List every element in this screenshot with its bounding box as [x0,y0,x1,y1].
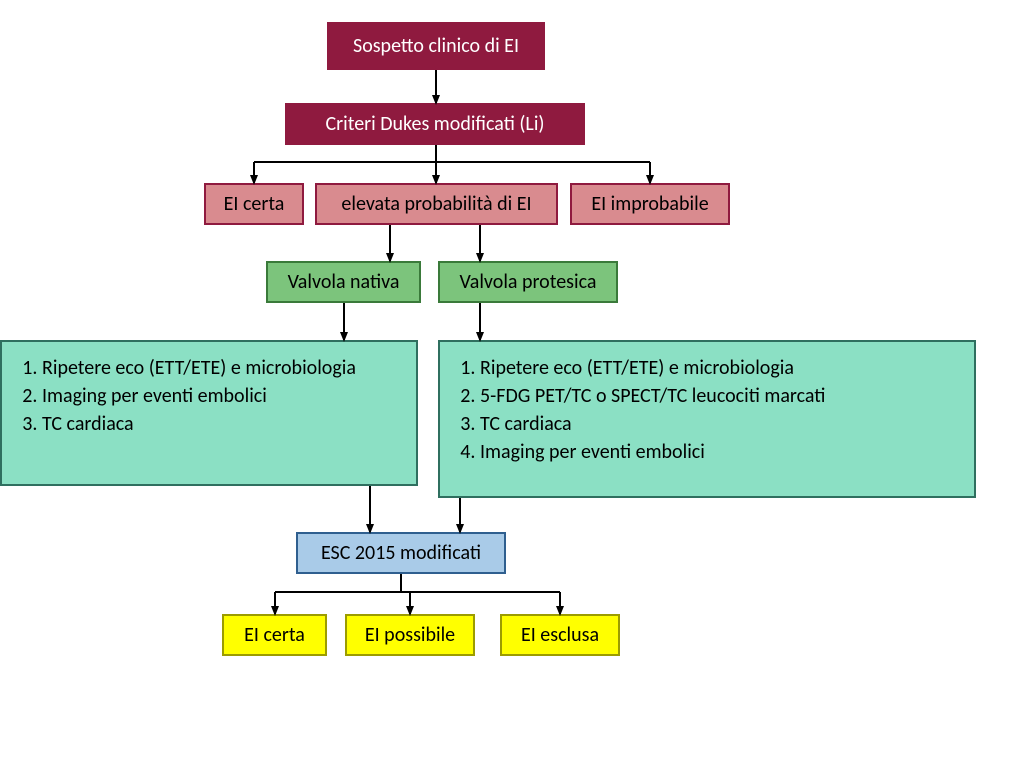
node-label: Criteri Dukes modificati (Li) [326,112,545,136]
node-ei-certa-bottom: EI certa [222,614,327,656]
node-valvola-protesica: Valvola protesica [438,261,618,303]
node-label: elevata probabilità di EI [341,192,531,216]
node-label: Valvola protesica [460,270,597,294]
node-elevata-probabilita: elevata probabilità di EI [315,183,558,225]
node-esc-2015: ESC 2015 modificati [296,532,506,574]
node-ei-esclusa: EI esclusa [500,614,620,656]
list-item: Ripetere eco (ETT/ETE) e microbiologia [480,356,964,380]
node-label: Sospetto clinico di EI [353,34,519,58]
list-item: Imaging per eventi embolici [480,440,964,464]
list-item: Ripetere eco (ETT/ETE) e microbiologia [42,356,406,380]
node-label: EI certa [224,192,285,216]
node-protesica-steps: Ripetere eco (ETT/ETE) e microbiologia 5… [438,340,976,498]
node-valvola-nativa: Valvola nativa [266,261,421,303]
list-item: TC cardiaca [42,412,406,436]
node-ei-possibile: EI possibile [345,614,475,656]
node-nativa-steps: Ripetere eco (ETT/ETE) e microbiologia I… [0,340,418,486]
list-item: 5-FDG PET/TC o SPECT/TC leucociti marcat… [480,384,964,408]
node-ei-certa-top: EI certa [204,183,304,225]
node-label: EI esclusa [521,623,599,647]
list-item: Imaging per eventi embolici [42,384,406,408]
node-sospetto-clinico: Sospetto clinico di EI [327,22,545,70]
node-label: ESC 2015 modificati [321,541,481,565]
node-label: EI certa [244,623,305,647]
node-label: Valvola nativa [288,270,400,294]
nativa-steps-list: Ripetere eco (ETT/ETE) e microbiologia I… [42,356,406,436]
node-label: EI possibile [365,623,455,647]
protesica-steps-list: Ripetere eco (ETT/ETE) e microbiologia 5… [480,356,964,464]
list-item: TC cardiaca [480,412,964,436]
node-label: EI improbabile [591,192,708,216]
node-criteri-dukes: Criteri Dukes modificati (Li) [285,103,585,145]
node-ei-improbabile: EI improbabile [570,183,730,225]
